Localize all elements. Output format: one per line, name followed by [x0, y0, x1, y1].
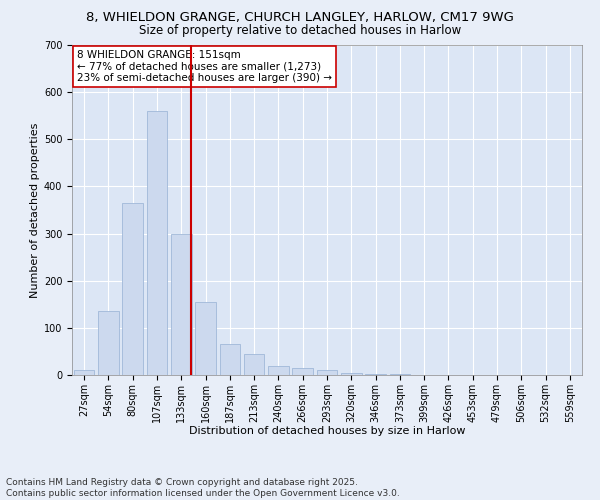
Bar — [244, 354, 265, 375]
Y-axis label: Number of detached properties: Number of detached properties — [29, 122, 40, 298]
Bar — [389, 374, 410, 375]
Bar — [195, 302, 216, 375]
Bar — [74, 370, 94, 375]
Text: 8, WHIELDON GRANGE, CHURCH LANGLEY, HARLOW, CM17 9WG: 8, WHIELDON GRANGE, CHURCH LANGLEY, HARL… — [86, 11, 514, 24]
X-axis label: Distribution of detached houses by size in Harlow: Distribution of detached houses by size … — [189, 426, 465, 436]
Bar — [146, 111, 167, 375]
Bar — [341, 372, 362, 375]
Bar — [317, 370, 337, 375]
Text: Size of property relative to detached houses in Harlow: Size of property relative to detached ho… — [139, 24, 461, 37]
Bar — [122, 203, 143, 375]
Bar — [220, 344, 240, 375]
Text: 8 WHIELDON GRANGE: 151sqm
← 77% of detached houses are smaller (1,273)
23% of se: 8 WHIELDON GRANGE: 151sqm ← 77% of detac… — [77, 50, 332, 83]
Bar — [98, 312, 119, 375]
Bar — [268, 366, 289, 375]
Text: Contains HM Land Registry data © Crown copyright and database right 2025.
Contai: Contains HM Land Registry data © Crown c… — [6, 478, 400, 498]
Bar — [171, 234, 191, 375]
Bar — [292, 368, 313, 375]
Bar — [365, 374, 386, 375]
